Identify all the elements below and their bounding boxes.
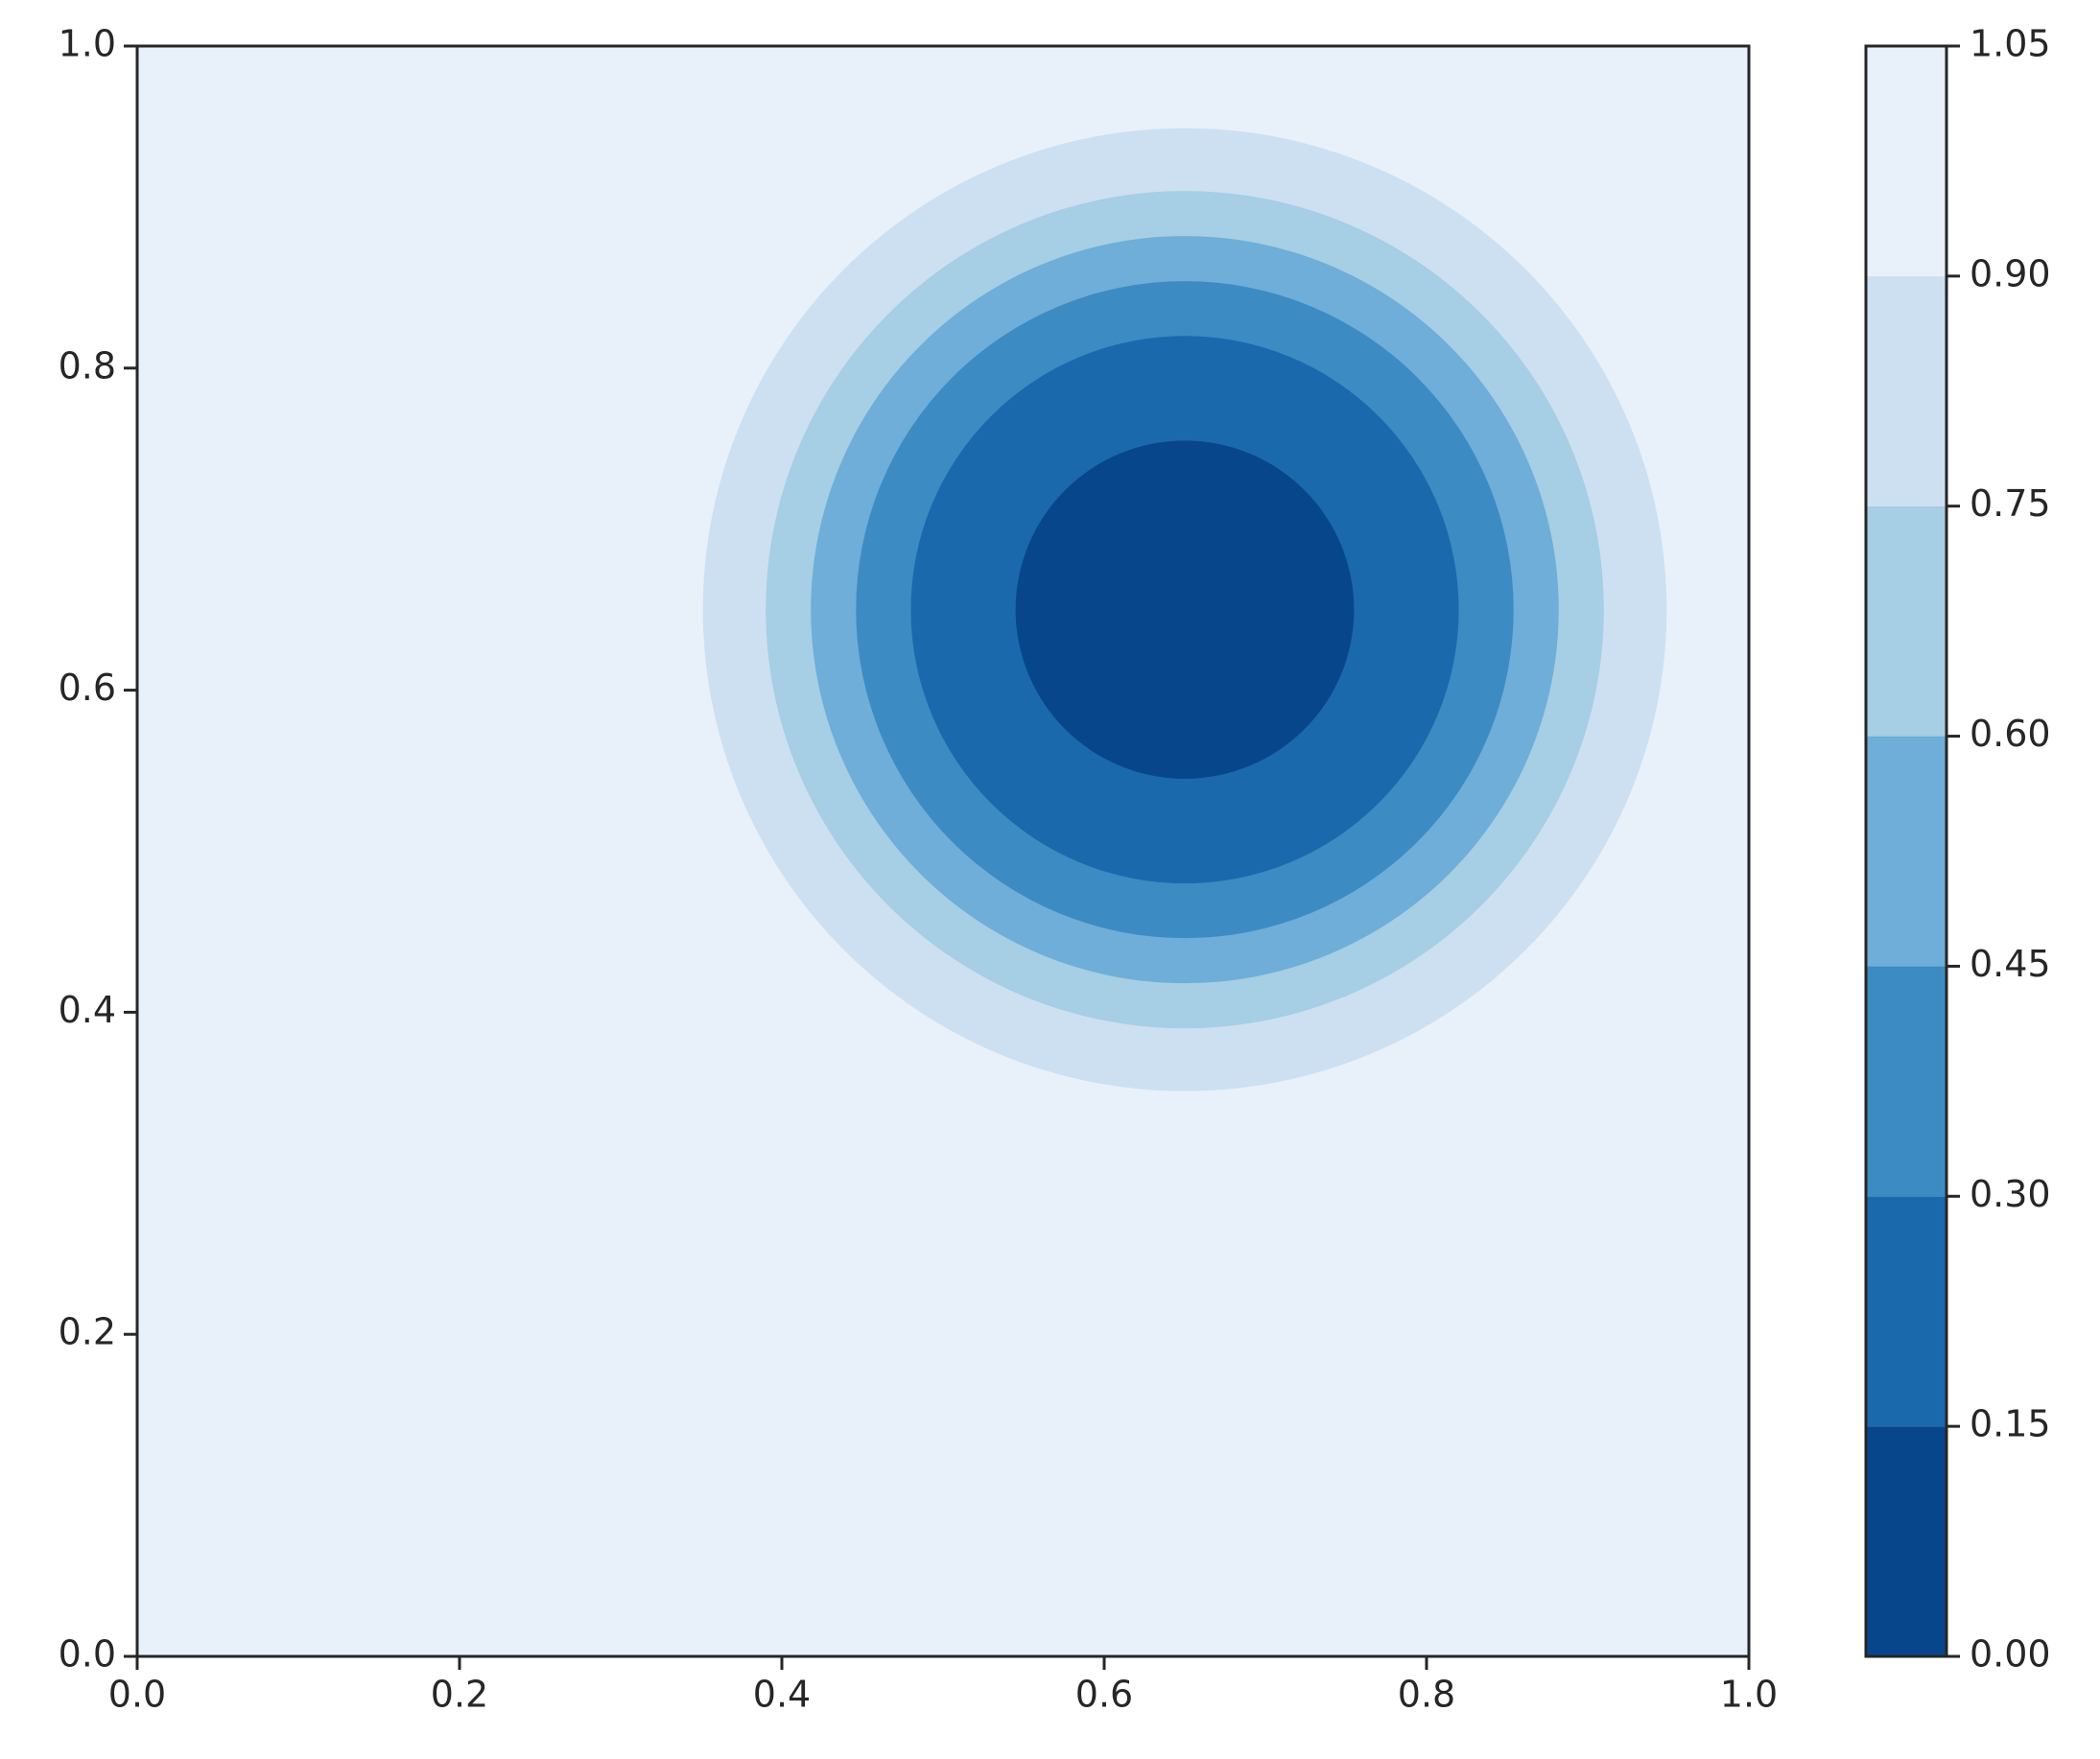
colorbar-tick-label: 0.15	[1970, 1403, 2051, 1445]
colorbar-segment	[1866, 966, 1947, 1197]
y-tick-label: 0.6	[59, 667, 116, 709]
x-tick-label: 0.2	[431, 1674, 488, 1716]
colorbar-tick-label: 0.75	[1970, 482, 2051, 525]
colorbar-frame	[1864, 44, 1948, 1658]
y-tick-label: 0.0	[59, 1633, 116, 1676]
colorbar-segment	[1866, 275, 1947, 506]
y-tick-label: 0.4	[59, 989, 116, 1031]
colorbar-segment	[1866, 736, 1947, 967]
colorbar-tick-label: 0.45	[1970, 943, 2051, 985]
y-tick-label: 0.2	[59, 1311, 116, 1353]
x-tick-label: 0.8	[1398, 1674, 1455, 1716]
colorbar-tick-label: 0.90	[1970, 252, 2051, 294]
y-tick-label: 0.8	[59, 344, 116, 387]
colorbar-tick-label: 0.60	[1970, 713, 2051, 755]
plot-frame	[135, 44, 1751, 1658]
colorbar-tick-label: 0.00	[1970, 1633, 2051, 1676]
colorbar-segment	[1866, 1426, 1947, 1656]
colorbar-tick-label: 0.30	[1970, 1173, 2051, 1215]
colorbar-segment	[1866, 1196, 1947, 1427]
x-tick-label: 1.0	[1720, 1674, 1778, 1716]
x-tick-label: 0.0	[108, 1674, 166, 1716]
colorbar-segment	[1866, 505, 1947, 737]
y-tick-label: 1.0	[59, 23, 116, 65]
x-tick-label: 0.6	[1075, 1674, 1133, 1716]
colorbar-tick-label: 1.05	[1970, 23, 2051, 65]
contour-band	[1015, 440, 1355, 779]
x-tick-label: 0.4	[753, 1674, 811, 1716]
colorbar-segment	[1866, 46, 1947, 276]
